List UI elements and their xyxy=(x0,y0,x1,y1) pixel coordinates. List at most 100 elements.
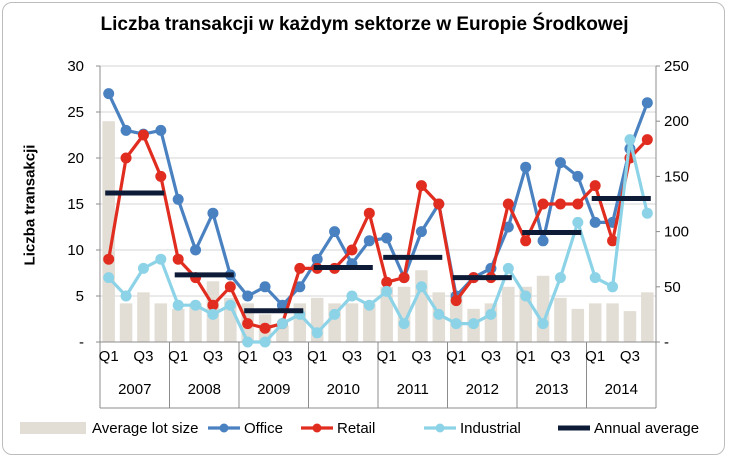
point-retail xyxy=(381,276,393,288)
year-label: 2014 xyxy=(605,381,638,398)
y-right-tick-label: 100 xyxy=(664,224,689,241)
year-label: 2013 xyxy=(535,381,568,398)
point-office xyxy=(415,226,427,238)
legend-label: Industrial xyxy=(460,420,521,437)
point-industrial xyxy=(329,308,341,320)
quarter-label: Q3 xyxy=(342,348,362,365)
point-office xyxy=(502,221,514,233)
point-industrial xyxy=(624,134,636,146)
legend-label: Office xyxy=(244,420,283,437)
point-industrial xyxy=(537,318,549,330)
point-office xyxy=(572,170,584,182)
quarter-label: Q3 xyxy=(550,348,570,365)
y-left-tick-label: 20 xyxy=(67,150,84,167)
bar-average-lot-size xyxy=(276,325,289,342)
point-office xyxy=(155,124,167,136)
point-industrial xyxy=(415,281,427,293)
y-left-tick-label: 25 xyxy=(67,104,84,121)
point-industrial xyxy=(398,318,410,330)
gridlines xyxy=(100,65,656,297)
point-office xyxy=(589,216,601,228)
point-industrial xyxy=(363,299,375,311)
legend-item: Retail xyxy=(301,420,375,437)
y-right-tick-label: 50 xyxy=(664,279,681,296)
legend: Average lot size Office Retail Industrial An… xyxy=(20,420,699,437)
point-office xyxy=(207,207,219,219)
point-retail xyxy=(607,235,619,247)
point-retail xyxy=(259,322,271,334)
quarter-label: Q1 xyxy=(168,348,188,365)
bar-average-lot-size xyxy=(415,270,428,342)
point-industrial xyxy=(589,272,601,284)
quarter-label: Q3 xyxy=(481,348,501,365)
point-industrial xyxy=(103,272,115,284)
bar-average-lot-size xyxy=(606,303,619,342)
point-retail xyxy=(346,244,358,256)
point-office xyxy=(103,88,115,100)
point-industrial xyxy=(381,285,393,297)
point-industrial xyxy=(259,336,271,348)
point-office xyxy=(294,281,306,293)
point-retail xyxy=(520,235,532,247)
year-label: 2008 xyxy=(188,381,221,398)
legend-swatch-marker xyxy=(312,423,322,433)
point-office xyxy=(381,232,393,244)
point-office xyxy=(537,235,549,247)
y-right-tick-label: - xyxy=(664,334,669,351)
point-office xyxy=(554,157,566,169)
legend-swatch-marker xyxy=(219,423,229,433)
line-series xyxy=(103,88,653,348)
point-retail xyxy=(137,129,149,141)
year-label: 2012 xyxy=(466,381,499,398)
bar-average-lot-size xyxy=(623,311,637,342)
point-industrial xyxy=(450,318,462,330)
quarter-label: Q1 xyxy=(585,348,605,365)
quarter-label: Q1 xyxy=(446,348,466,365)
point-industrial xyxy=(207,308,219,320)
bar-average-lot-size xyxy=(171,308,185,342)
bar-average-lot-size xyxy=(554,297,567,342)
point-retail xyxy=(537,198,549,210)
point-retail xyxy=(572,198,584,210)
bar-average-lot-size xyxy=(588,303,602,342)
y-right-tick-label: 200 xyxy=(664,113,689,130)
y-left-tick-label: 30 xyxy=(67,58,84,75)
year-label: 2011 xyxy=(397,381,429,398)
point-retail xyxy=(207,299,219,311)
point-industrial xyxy=(346,290,358,302)
legend-swatch-bar xyxy=(20,422,86,434)
quarter-label: Q3 xyxy=(411,348,431,365)
point-office xyxy=(311,253,323,265)
year-label: 2009 xyxy=(257,381,290,398)
point-office xyxy=(242,290,254,302)
quarter-label: Q3 xyxy=(133,348,153,365)
point-retail xyxy=(363,207,375,219)
point-retail xyxy=(641,134,653,146)
point-office xyxy=(172,193,184,205)
chart-title: Liczba transakcji w każdym sektorze w Eu… xyxy=(100,14,629,35)
point-industrial xyxy=(311,327,323,339)
quarter-label: Q3 xyxy=(203,348,223,365)
point-retail xyxy=(103,253,115,265)
point-industrial xyxy=(520,290,532,302)
point-industrial xyxy=(242,336,254,348)
bar-average-lot-size xyxy=(571,308,585,342)
quarter-label: Q1 xyxy=(238,348,258,365)
bar-average-lot-size xyxy=(641,292,654,342)
bar-average-lot-size xyxy=(137,292,150,342)
bar-average-lot-size xyxy=(154,303,168,342)
point-office xyxy=(520,161,532,173)
bar-average-lot-size xyxy=(397,286,411,342)
y-left-tick-label: 10 xyxy=(67,242,84,259)
bar-average-lot-size xyxy=(363,303,376,342)
bar-average-lot-size xyxy=(102,121,115,342)
quarter-label: Q1 xyxy=(377,348,397,365)
point-retail xyxy=(398,272,410,284)
point-industrial xyxy=(172,299,184,311)
legend-label: Average lot size xyxy=(92,420,198,437)
legend-item: Annual average xyxy=(558,420,699,437)
point-industrial xyxy=(468,318,480,330)
point-retail xyxy=(242,318,254,330)
